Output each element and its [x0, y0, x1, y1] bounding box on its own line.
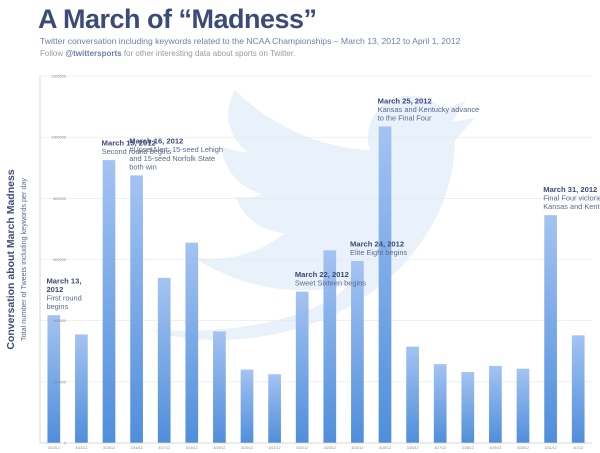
- twitter-bird-icon: [150, 90, 475, 340]
- annotation-text: First round begins: [46, 294, 81, 312]
- x-tick-label: 3/24/12: [351, 446, 363, 450]
- bar: [185, 242, 199, 443]
- bar: [461, 372, 475, 443]
- x-tick-label: 3/28/12: [462, 446, 474, 450]
- x-tick-label: 3/16/12: [131, 446, 143, 450]
- bar: [351, 261, 364, 443]
- x-tick-label: 3/30/12: [517, 446, 529, 450]
- x-tick-label: 3/14/12: [75, 446, 87, 450]
- page-subtitle: Twitter conversation including keywords …: [40, 36, 461, 46]
- x-tick-label: 3/17/12: [158, 446, 170, 450]
- annotation-date: March 16, 2012: [129, 137, 183, 146]
- x-tick-label: 3/25/12: [379, 446, 391, 450]
- x-tick-label: 3/31/12: [545, 446, 557, 450]
- x-tick-label: 3/15/12: [103, 446, 115, 450]
- x-tick-label: 3/19/12: [213, 446, 225, 450]
- bar: [268, 374, 281, 443]
- x-tick-label: 3/22/12: [296, 446, 308, 450]
- axes: 0 200000 400000 600000 800000 1000000 1200000 3…: [39, 75, 592, 450]
- y-tick-label: 0: [64, 442, 66, 446]
- annotation-text: Elite Eight begins: [350, 248, 407, 257]
- x-tick-label: 3/13/12: [48, 446, 60, 450]
- annotation-date: March 22, 2012: [295, 270, 349, 279]
- x-tick-label: 3/18/12: [186, 446, 198, 450]
- y-tick-label: 400000: [53, 319, 66, 323]
- bar: [295, 291, 309, 443]
- bar: [323, 250, 337, 443]
- annotation-date: March 13, 2012: [46, 276, 81, 294]
- follow-prefix: Follow: [40, 49, 66, 58]
- y-tick-label: 800000: [53, 197, 66, 201]
- bird-shape: [150, 90, 475, 340]
- x-tick-label: 4/1/12: [573, 446, 583, 450]
- bar: [75, 334, 88, 443]
- annotation-date: March 24, 2012: [350, 239, 404, 248]
- bar: [47, 315, 61, 443]
- x-tick-label: 3/21/12: [269, 446, 281, 450]
- bar: [378, 126, 392, 444]
- bar: [433, 364, 447, 443]
- y-tick-label: 200000: [53, 380, 66, 384]
- bar: [102, 160, 116, 443]
- x-tick-label: 3/20/12: [241, 446, 253, 450]
- x-tick-label: 3/27/12: [434, 446, 446, 450]
- annotation-text: Sweet Sixteen begins: [295, 279, 366, 288]
- annotation-date: March 25, 2012: [378, 96, 432, 105]
- bar: [157, 277, 171, 443]
- y-tick-label: 1000000: [51, 136, 66, 140]
- annotation-date: March 31, 2012: [543, 185, 597, 194]
- bars: [47, 126, 585, 444]
- twitter-handle-link[interactable]: @twittersports: [65, 49, 122, 58]
- annotation-text: Second round begins: [102, 147, 172, 156]
- y-axis-subtitle: Total number of Tweets including keyword…: [19, 178, 28, 341]
- follow-line: Follow @twittersports for other interest…: [40, 49, 295, 58]
- x-tick-label: 3/26/12: [407, 446, 419, 450]
- bar: [130, 175, 143, 444]
- annotation-date: March 15, 2012: [102, 139, 156, 148]
- y-tick-label: 1200000: [51, 75, 66, 79]
- annotation-text: Kansas and Kentucky advance to the Final …: [378, 105, 479, 123]
- bar: [213, 331, 226, 443]
- page-title: A March of “Madness”: [38, 4, 317, 34]
- x-tick-label: 3/29/12: [489, 446, 501, 450]
- bar: [544, 215, 557, 443]
- annotation-text: #UpsetAlert: 15-seed Lehigh and 15-seed N…: [129, 145, 223, 171]
- bar: [406, 346, 419, 443]
- annotation-text: Final Four victories forKansas and Kentu…: [543, 194, 600, 212]
- y-axis-title: Conversation about March Madness: [5, 169, 17, 349]
- follow-suffix: for other interesting data about sports …: [121, 49, 296, 58]
- grid-lines: [40, 75, 592, 444]
- bar: [516, 368, 530, 443]
- y-tick-label: 600000: [53, 258, 66, 262]
- y-axis-labels: Conversation about March Madness Total nu…: [5, 169, 28, 349]
- x-tick-label: 3/23/12: [324, 446, 336, 450]
- annotation: March 16, 2012#UpsetAlert: 15-seed Lehig…: [129, 137, 223, 172]
- bar: [571, 335, 585, 443]
- bar: [489, 365, 502, 443]
- bar: [240, 369, 254, 443]
